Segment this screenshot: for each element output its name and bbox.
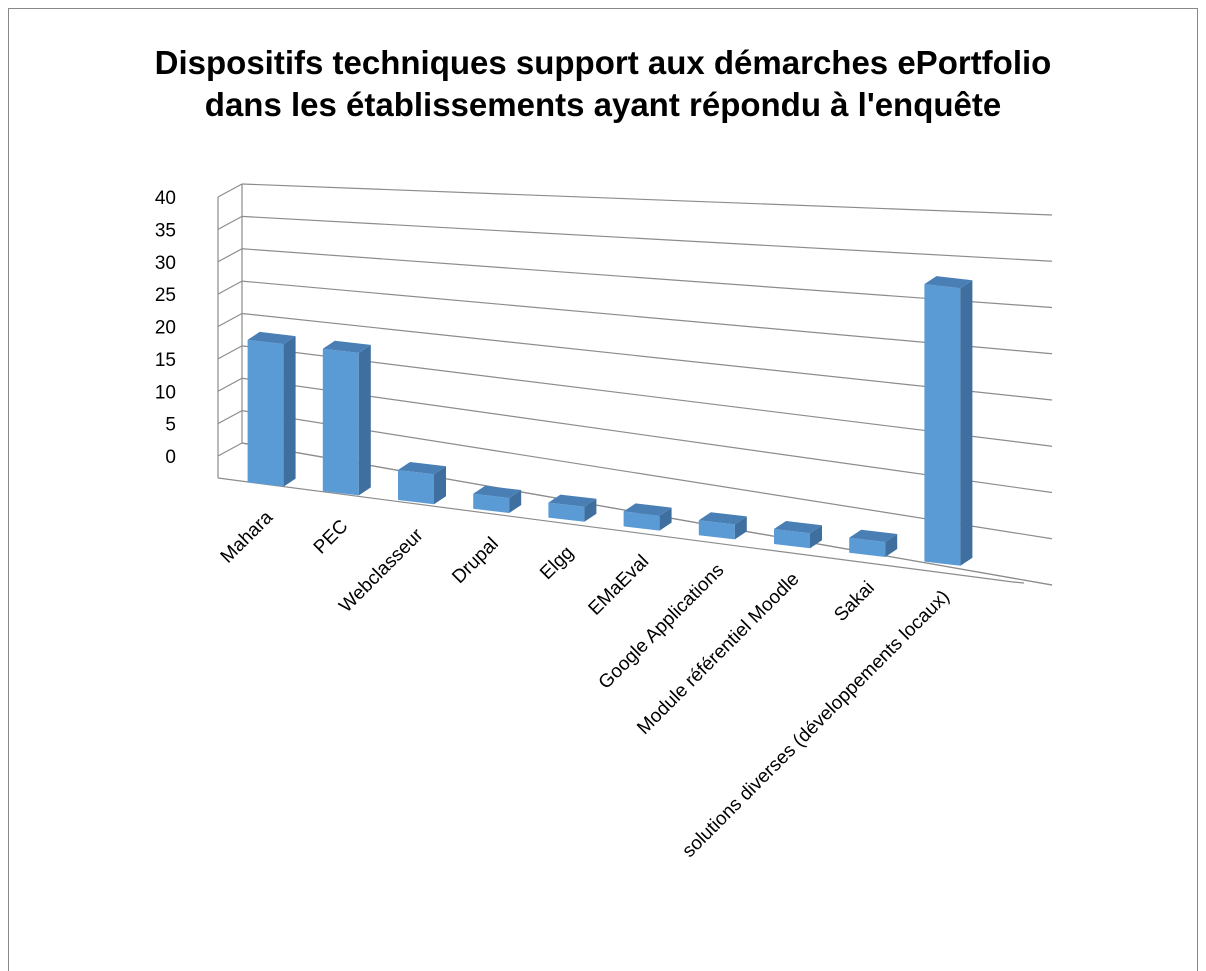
category-label: Sakai — [830, 577, 878, 625]
gridline — [241, 183, 1053, 216]
category-label: Mahara — [217, 507, 278, 568]
bar-top — [698, 512, 747, 525]
bar-top — [322, 340, 371, 353]
bar-top — [924, 276, 973, 289]
chart-title-line-1: Dispositifs techniques support aux démar… — [154, 44, 1052, 81]
bar-top — [774, 521, 822, 534]
bar-side — [885, 534, 898, 557]
bar-side — [584, 498, 597, 522]
y-tick-label: 35 — [155, 220, 176, 241]
bar-side — [659, 507, 672, 531]
gridline — [241, 248, 1053, 309]
gridline — [241, 312, 1053, 401]
bar-front — [322, 348, 359, 496]
gridline — [241, 377, 1053, 494]
category-label: EMaEval — [585, 551, 654, 620]
y-axis-tick-labels: 0 5 10 15 20 25 30 35 40 — [155, 188, 176, 468]
category-label: Webclasseur — [335, 524, 428, 617]
bar-side — [734, 516, 747, 540]
gridline — [241, 280, 1053, 355]
y-tick-label: 10 — [155, 382, 176, 403]
bar-side — [358, 344, 371, 496]
bar-front — [473, 493, 510, 513]
bar-front — [698, 520, 735, 540]
y-tick-label: 0 — [165, 447, 176, 468]
chart-title-line-2: dans les établissements ayant répondu à … — [204, 86, 1002, 123]
bar-front — [548, 502, 585, 522]
gridline-side — [217, 410, 243, 425]
y-tick-label: 15 — [155, 350, 176, 371]
bar-side — [434, 466, 446, 505]
bar-top — [398, 462, 446, 475]
gridline — [241, 410, 1053, 540]
y-tick-label: 20 — [155, 318, 176, 339]
category-label: Drupal — [448, 533, 502, 587]
bar-front — [774, 529, 810, 549]
bars — [247, 276, 973, 566]
bar-side — [283, 336, 296, 487]
gridline — [241, 345, 1053, 447]
gridline-side — [217, 215, 243, 230]
bar-front — [849, 537, 886, 557]
bar-top — [247, 331, 296, 345]
gridline-side — [217, 248, 243, 263]
bar-front — [623, 511, 660, 531]
category-label: Module référentiel Moodle — [633, 569, 803, 739]
y-tick-label: 40 — [155, 188, 176, 209]
y-tick-label: 30 — [155, 253, 176, 274]
gridline-side — [217, 280, 243, 295]
gridline-side — [217, 442, 243, 457]
gridline-side — [217, 312, 243, 328]
chart-title: Dispositifs techniques support aux démar… — [0, 42, 1206, 126]
chart-frame — [8, 8, 1198, 971]
bar-top — [473, 485, 522, 498]
bar-side — [960, 280, 973, 566]
category-label: Elgg — [536, 542, 578, 584]
y-tick-label: 25 — [155, 285, 176, 306]
bar-top — [623, 503, 672, 516]
category-label: solutions diverses (développements locau… — [678, 586, 953, 861]
gridline-side — [217, 377, 243, 392]
bar-front — [398, 470, 434, 505]
gridline — [241, 215, 1053, 262]
y-tick-label: 5 — [165, 415, 176, 436]
bar-top — [548, 494, 597, 507]
gridline-side — [217, 345, 243, 360]
gridline-side — [217, 183, 243, 198]
bar-side — [810, 525, 822, 549]
bar-side — [509, 490, 522, 513]
bar-top — [849, 529, 898, 542]
category-label: PEC — [310, 516, 352, 558]
floor-outline — [217, 477, 1025, 584]
bar-front — [924, 284, 961, 566]
bar-front — [247, 339, 284, 487]
